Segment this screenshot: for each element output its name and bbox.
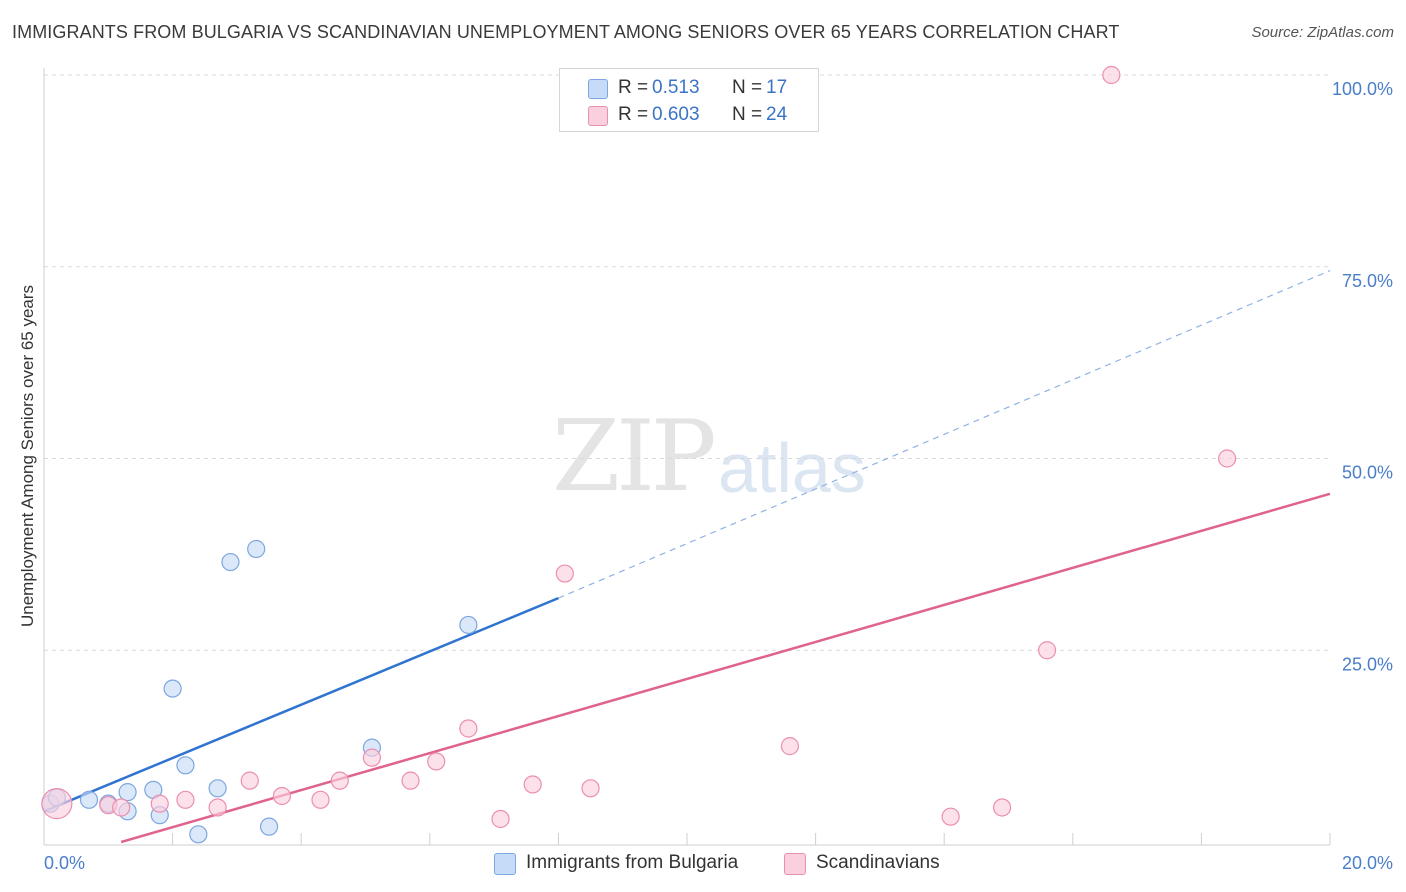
point-scandinavians bbox=[112, 798, 131, 817]
legend-label-scandinavians: Scandinavians bbox=[816, 852, 940, 873]
point-scandinavians bbox=[1102, 65, 1121, 85]
point-scandinavians bbox=[362, 748, 382, 767]
point-bulgaria bbox=[208, 779, 227, 798]
point-scandinavians bbox=[176, 790, 195, 809]
point-scandinavians bbox=[330, 771, 349, 790]
y-tick-label: 75.0% bbox=[1342, 271, 1393, 291]
point-scandinavians bbox=[272, 786, 292, 806]
source-note: Source: ZipAtlas.com bbox=[1251, 24, 1394, 41]
legend-swatch-scandinavians bbox=[784, 853, 806, 875]
y-tick-label: 25.0% bbox=[1342, 654, 1393, 674]
point-bulgaria bbox=[118, 783, 137, 802]
point-scandinavians bbox=[1218, 449, 1237, 468]
legend-n-value: 24 bbox=[766, 104, 788, 125]
x-tick-label: 20.0% bbox=[1342, 853, 1393, 873]
correlation-legend: R = 0.513 N = 17 R = 0.603 N = 24 bbox=[559, 68, 819, 132]
legend-swatch-scandinavians bbox=[588, 106, 608, 126]
legend-row-bulgaria: R = 0.513 N = 17 bbox=[560, 75, 818, 101]
point-scandinavians bbox=[311, 790, 330, 809]
legend-n-label: N = bbox=[732, 77, 763, 98]
point-bulgaria bbox=[221, 552, 240, 572]
point-scandinavians bbox=[240, 771, 259, 790]
legend-r-label: R = bbox=[618, 77, 649, 98]
legend-n-label: N = bbox=[732, 104, 763, 125]
y-tick-label: 50.0% bbox=[1342, 463, 1393, 483]
legend-swatch-bulgaria bbox=[494, 853, 516, 875]
trend-line-scandinavians bbox=[120, 492, 1331, 844]
point-scandinavians bbox=[491, 809, 510, 829]
y-tick-label: 100.0% bbox=[1332, 79, 1393, 99]
point-scandinavians bbox=[1037, 641, 1057, 660]
point-scandinavians bbox=[208, 798, 227, 817]
point-bulgaria bbox=[259, 817, 279, 836]
legend-row-scandinavians: R = 0.603 N = 24 bbox=[560, 102, 818, 128]
point-scandinavians bbox=[555, 564, 574, 583]
point-bulgaria bbox=[459, 615, 478, 635]
point-bulgaria bbox=[176, 756, 195, 775]
trend-lines bbox=[43, 270, 1331, 844]
point-scandinavians bbox=[941, 807, 960, 826]
point-scandinavians bbox=[427, 752, 446, 771]
point-scandinavians bbox=[41, 788, 73, 820]
point-bulgaria bbox=[247, 539, 266, 559]
tick-labels: 25.0% 50.0% 75.0% 100.0% 0.0% 20.0% bbox=[44, 79, 1393, 873]
point-scandinavians bbox=[992, 798, 1012, 817]
chart-title: IMMIGRANTS FROM BULGARIA VS SCANDINAVIAN… bbox=[12, 22, 1120, 42]
y-axis-label: Unemployment Among Seniors over 65 years bbox=[18, 285, 37, 627]
trend-line-bulgaria-extension bbox=[558, 270, 1331, 599]
legend-swatch-bulgaria bbox=[588, 79, 608, 99]
point-scandinavians bbox=[780, 737, 799, 756]
watermark-zip: ZIP bbox=[552, 400, 717, 514]
point-bulgaria bbox=[79, 790, 99, 809]
legend-r-label: R = bbox=[618, 104, 649, 125]
point-scandinavians bbox=[459, 719, 478, 738]
point-bulgaria bbox=[189, 825, 208, 844]
data-points bbox=[41, 65, 1237, 844]
point-scandinavians bbox=[581, 779, 600, 798]
axes bbox=[43, 68, 1331, 846]
trend-line-bulgaria bbox=[43, 596, 559, 813]
x-tick-label: 0.0% bbox=[44, 853, 85, 873]
point-scandinavians bbox=[150, 794, 169, 813]
legend-n-value: 17 bbox=[766, 77, 788, 98]
legend-r-value: 0.603 bbox=[652, 104, 700, 125]
point-bulgaria bbox=[163, 679, 182, 698]
point-scandinavians bbox=[523, 775, 542, 794]
point-scandinavians bbox=[401, 771, 420, 790]
legend-label-bulgaria: Immigrants from Bulgaria bbox=[526, 852, 739, 873]
watermark-atlas: atlas bbox=[718, 429, 866, 507]
legend-r-value: 0.513 bbox=[652, 77, 700, 98]
